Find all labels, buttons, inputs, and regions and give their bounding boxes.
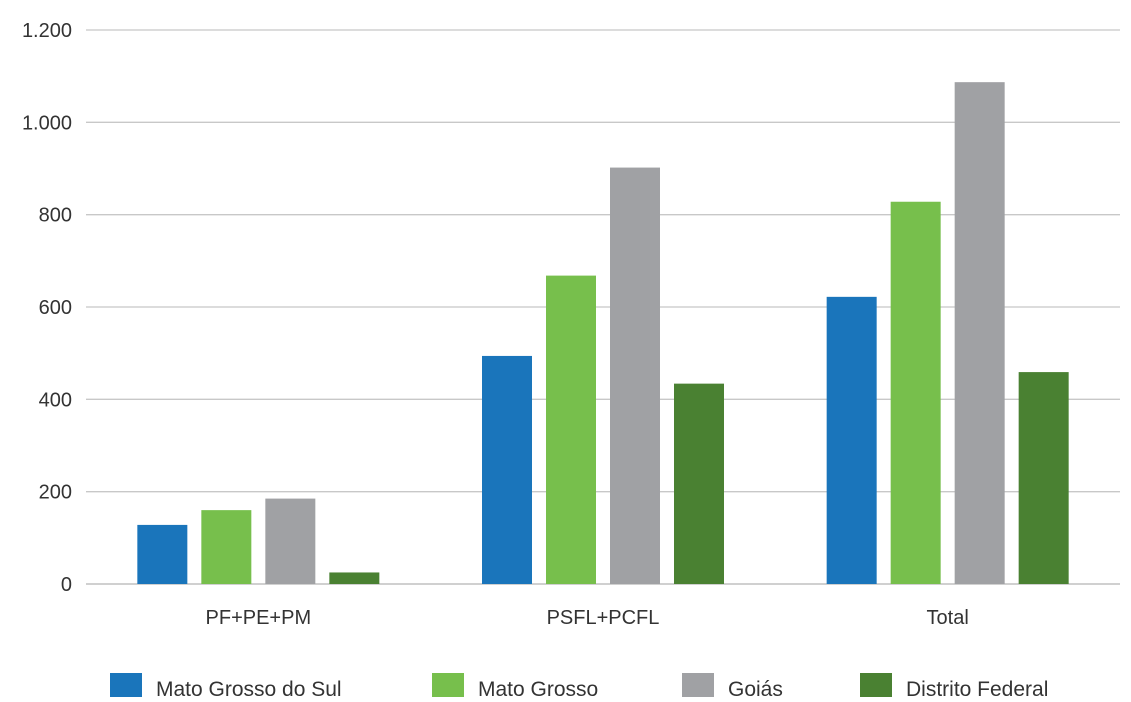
legend-label: Goiás	[728, 678, 783, 697]
y-tick-label: 0	[61, 574, 72, 596]
y-tick-label: 1.200	[22, 20, 72, 42]
x-category-label: Total	[927, 607, 969, 629]
bar	[546, 275, 596, 584]
bar	[482, 355, 532, 584]
y-tick-label: 200	[39, 482, 72, 504]
bar	[826, 296, 877, 584]
bar	[265, 498, 316, 584]
legend-label: Mato Grosso	[478, 678, 598, 697]
legend-swatch	[860, 673, 892, 697]
legend: Mato Grosso do Sul Mato Grosso Goiás Distri…	[110, 673, 1048, 701]
y-tick-label: 1.000	[22, 112, 72, 134]
x-category-label: PSFL+PCFL	[547, 607, 660, 629]
legend-swatch	[682, 673, 714, 697]
bars	[137, 82, 1069, 585]
bar	[329, 572, 380, 584]
gridlines	[86, 29, 1120, 585]
legend-label: Mato Grosso do Sul	[156, 678, 342, 697]
y-tick-label: 600	[39, 297, 72, 319]
legend-swatch	[110, 673, 142, 697]
y-tick-label: 800	[39, 205, 72, 227]
legend-swatch	[432, 673, 464, 697]
y-axis-tick-labels: 0 200 400 600 800 1.000 1.200	[22, 20, 72, 596]
bar	[1018, 372, 1069, 584]
x-category-label: PF+PE+PM	[206, 607, 312, 629]
bar	[674, 383, 724, 584]
x-axis-category-labels: PF+PE+PM PSFL+PCFL Total	[206, 607, 969, 629]
bar	[201, 510, 252, 584]
y-tick-label: 400	[39, 389, 72, 411]
bar	[954, 82, 1005, 584]
bar	[137, 524, 188, 584]
bar	[610, 167, 660, 584]
bar	[890, 201, 941, 585]
legend-label: Distrito Federal	[906, 678, 1048, 697]
